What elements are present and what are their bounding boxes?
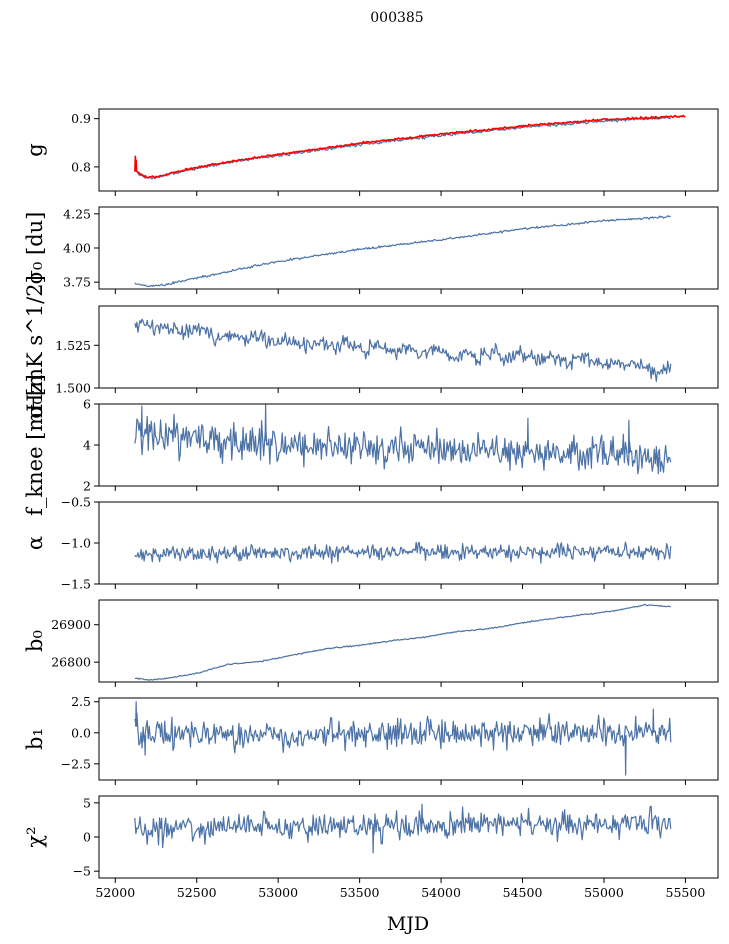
panel-2-ytick-label: 4.25 xyxy=(63,206,91,221)
panel-6: 26800 26900 b₀ xyxy=(23,599,719,687)
panel-6-ylabel: b₀ xyxy=(23,630,47,652)
panel-2-ytick-label: 3.75 xyxy=(63,275,91,290)
x-tick-label: 53500 xyxy=(340,885,380,900)
panel-4-series-main xyxy=(134,404,672,475)
panel-3-frame xyxy=(98,305,719,389)
panel-3-ytick-label: 1.525 xyxy=(55,338,91,353)
panel-7: −2.5 0.0 2.5 b₁ xyxy=(23,694,719,785)
x-tick-label: 53000 xyxy=(258,885,298,900)
panel-1-ytick-label: 0.9 xyxy=(71,111,91,126)
panel-4-ytick-label: 2 xyxy=(83,479,91,494)
panel-8-ylabel: χ² xyxy=(23,826,47,847)
panel-4-ylabel: f_knee [mHz] xyxy=(23,374,47,516)
panel-7-frame xyxy=(98,697,719,781)
panel-6-ytick-label: 26900 xyxy=(51,617,91,632)
panel-4: 2 4 6 f_knee [mHz] xyxy=(23,374,719,516)
panel-2: 3.75 4.00 4.25 σ₀ [du] xyxy=(23,206,719,294)
panel-8-ytick-label: 5 xyxy=(83,795,91,810)
panel-7-ytick-label: 0.0 xyxy=(71,725,91,740)
x-tick-label: 55000 xyxy=(584,885,624,900)
x-axis-label: MJD xyxy=(387,913,429,935)
panel-2-ytick-label: 4.00 xyxy=(63,241,91,256)
panel-8-ytick-label: −5 xyxy=(73,864,91,879)
panel-7-ytick-label: 2.5 xyxy=(71,694,91,709)
x-tick-label: 52500 xyxy=(177,885,217,900)
panel-1-ylabel: g xyxy=(23,143,47,156)
panel-8-series-main xyxy=(134,803,672,854)
panel-5-series-main xyxy=(134,541,672,564)
panel-3-ytick-label: 1.500 xyxy=(55,381,91,396)
x-tick-label: 52000 xyxy=(95,885,135,900)
panel-3-ylabel: σ₀[mK s^1/2] xyxy=(23,275,47,419)
panel-7-series-main xyxy=(134,701,672,776)
panel-1: 0.8 0.9 g xyxy=(23,108,719,196)
panel-4-ytick-label: 4 xyxy=(83,438,91,453)
figure-suptitle: 000385 xyxy=(370,10,423,26)
panel-3-series-main xyxy=(134,318,672,383)
panel-4-ytick-label: 6 xyxy=(83,397,91,412)
panel-5-ytick-label: −1.5 xyxy=(61,577,91,592)
panel-7-ytick-label: −2.5 xyxy=(61,756,91,771)
panel-5-ytick-label: −1.0 xyxy=(61,536,91,551)
panel-1-series-overlay xyxy=(134,114,686,180)
panel-1-frame xyxy=(98,108,719,192)
panel-7-ylabel: b₁ xyxy=(23,728,47,750)
panel-5-ytick-label: −0.5 xyxy=(61,495,91,510)
panel-8-ytick-label: 0 xyxy=(83,830,91,845)
panel-5: −1.5 −1.0 −0.5 α xyxy=(23,495,719,592)
panel-6-ytick-label: 26800 xyxy=(51,655,91,670)
panel-2-ylabel: σ₀ [du] xyxy=(23,212,47,285)
panel-5-ylabel: α xyxy=(23,536,47,550)
panels-group: 0.8 0.9 g 3.75 4.00 4.25 σ₀ [du] 1.500 1.525 σ₀[m… xyxy=(23,108,719,900)
panel-6-frame xyxy=(98,599,719,683)
x-tick-label: 55500 xyxy=(666,885,706,900)
panel-2-series-main xyxy=(134,215,671,288)
panel-6-series-main xyxy=(134,603,671,681)
x-tick-label: 54500 xyxy=(503,885,543,900)
panel-1-series-main xyxy=(134,116,671,180)
panel-3: 1.500 1.525 σ₀[mK s^1/2] xyxy=(23,275,719,419)
panel-8: −5 0 5 52000 52500 53000 53500 54000 54500 55000 5… xyxy=(23,795,719,900)
panel-1-ytick-label: 0.8 xyxy=(71,159,91,174)
x-tick-label: 54000 xyxy=(421,885,461,900)
